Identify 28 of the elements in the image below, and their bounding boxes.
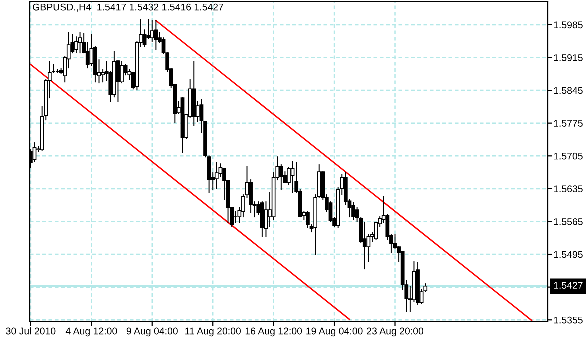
- y-tick-label: 1.5495: [554, 251, 583, 258]
- ref-line-label: 1.5427: [554, 282, 583, 289]
- candlestick: [120, 61, 124, 84]
- y-tick-label: 1.5705: [554, 152, 583, 160]
- x-tick-label: 19 Aug 04:00: [306, 328, 363, 337]
- x-tick-label: 11 Aug 20:00: [186, 328, 242, 337]
- candlestick: [78, 32, 82, 54]
- y-tick-label: 1.5355: [554, 316, 583, 324]
- chart-title: GBPUSD.,H4 1.5417 1.5432 1.5416 1.5427: [33, 4, 224, 12]
- x-tick-label: 23 Aug 20:00: [367, 328, 424, 337]
- y-tick-label: 1.5565: [554, 218, 583, 226]
- x-tick-label: 9 Aug 04:00: [126, 328, 178, 337]
- candlestick: [150, 20, 154, 42]
- candlestick: [214, 162, 219, 190]
- candlestick: [306, 211, 310, 228]
- candlestick: [352, 202, 356, 220]
- y-tick-label: 1.5635: [554, 186, 583, 193]
- y-tick-label: 1.5985: [554, 22, 583, 29]
- y-tick-label: 1.5775: [554, 120, 583, 127]
- x-tick-label: 4 Aug 12:00: [66, 328, 118, 337]
- candlestick: [393, 234, 398, 250]
- x-tick-label: 30 Jul 2010: [6, 328, 56, 335]
- candlestick: [279, 164, 284, 190]
- candlestick: [74, 36, 78, 54]
- candlestick: [154, 20, 158, 50]
- x-tick-label: 16 Aug 12:00: [246, 328, 302, 337]
- y-tick-label: 1.5845: [554, 87, 583, 94]
- y-tick-label: 1.5915: [554, 54, 583, 62]
